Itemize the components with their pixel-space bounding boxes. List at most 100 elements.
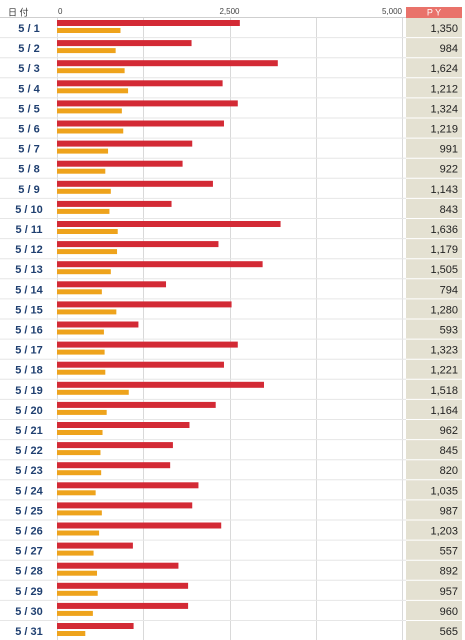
- bar-primary: [57, 200, 172, 207]
- value-label: 557: [440, 546, 458, 558]
- date-label: 5 / 21: [15, 425, 43, 437]
- bar-primary: [57, 502, 193, 509]
- value-label: 984: [440, 43, 458, 55]
- bar-secondary: [57, 168, 106, 174]
- date-label: 5 / 12: [15, 244, 43, 256]
- date-label: 5 / 10: [15, 204, 43, 216]
- bar-secondary: [57, 430, 103, 435]
- value-label: 1,518: [430, 385, 458, 397]
- bar-secondary: [57, 28, 121, 33]
- date-label: 5 / 7: [18, 144, 39, 156]
- value-column-header: [406, 7, 462, 18]
- value-label: 1,143: [430, 184, 458, 196]
- value-label: 565: [440, 626, 458, 638]
- value-label: 892: [440, 566, 458, 578]
- value-label: 922: [440, 164, 458, 176]
- date-label: 5 / 2: [18, 43, 39, 55]
- date-label: 5 / 27: [15, 546, 43, 558]
- bar-secondary: [57, 108, 122, 114]
- value-label: 1,624: [430, 63, 458, 75]
- bar-secondary: [57, 570, 98, 576]
- bar-secondary: [57, 490, 96, 496]
- value-label: 1,219: [430, 124, 458, 136]
- value-label: 820: [440, 465, 458, 477]
- bar-primary: [57, 60, 278, 67]
- date-label: 5 / 22: [15, 445, 43, 457]
- date-label: 5 / 1: [18, 23, 39, 35]
- date-label: 5 / 16: [15, 325, 43, 337]
- bar-secondary: [57, 389, 129, 395]
- date-label: 5 / 20: [15, 405, 43, 417]
- value-label: 957: [440, 586, 458, 598]
- value-label: 987: [440, 505, 458, 517]
- date-label: 5 / 8: [18, 164, 39, 176]
- date-label: 5 / 24: [15, 485, 43, 497]
- bar-primary: [57, 100, 238, 107]
- value-label: 1,636: [430, 224, 458, 236]
- bar-secondary: [57, 329, 104, 335]
- value-label: 1,323: [430, 345, 458, 357]
- value-label: 1,164: [430, 405, 458, 417]
- date-label: 5 / 5: [18, 103, 39, 115]
- value-label: 991: [440, 144, 458, 156]
- bar-primary: [57, 281, 167, 288]
- date-label: 5 / 17: [15, 345, 43, 357]
- bar-primary: [57, 301, 232, 308]
- bar-secondary: [57, 128, 124, 134]
- bar-secondary: [57, 550, 94, 556]
- date-label: 5 / 14: [15, 284, 43, 296]
- chart-rows: 5 / 1 1,350 5 / 2 984 5 / 3 1,624 5 / 4 1,212 5 …: [15, 20, 458, 638]
- bar-primary: [57, 602, 189, 609]
- bar-primary: [57, 180, 213, 187]
- date-label: 5 / 4: [18, 83, 40, 95]
- value-label: 1,324: [430, 103, 458, 115]
- bar-secondary: [57, 249, 118, 255]
- bar-primary: [57, 462, 171, 469]
- value-label: 1,505: [430, 264, 458, 276]
- bar-primary: [57, 40, 192, 47]
- bar-primary: [57, 261, 263, 268]
- value-label: 1,280: [430, 304, 458, 316]
- date-label: 5 / 23: [15, 465, 43, 477]
- bar-secondary: [57, 48, 116, 54]
- date-column-header-label: 日 付: [8, 8, 29, 18]
- bar-primary: [57, 20, 240, 26]
- value-label: 1,179: [430, 244, 458, 256]
- x-tick-label: 2,500: [219, 7, 240, 16]
- bar-secondary: [57, 349, 105, 355]
- bar-primary: [57, 542, 133, 549]
- bar-primary: [57, 381, 264, 388]
- bar-secondary: [57, 510, 102, 516]
- value-label: 794: [440, 284, 458, 296]
- x-axis-ticks: 0 2,500 5,000: [58, 7, 403, 16]
- bar-primary: [57, 140, 193, 147]
- bar-primary: [57, 562, 179, 569]
- bar-secondary: [57, 610, 93, 616]
- date-label: 5 / 29: [15, 586, 43, 598]
- bar-secondary: [57, 208, 110, 214]
- bar-primary: [57, 120, 224, 127]
- date-label: 5 / 3: [18, 63, 39, 75]
- value-label: 843: [440, 204, 458, 216]
- date-label: 5 / 28: [15, 566, 43, 578]
- bar-primary: [57, 482, 199, 489]
- bar-primary: [57, 221, 281, 227]
- date-label: 5 / 30: [15, 606, 43, 618]
- date-label: 5 / 9: [18, 184, 39, 196]
- value-label: 1,221: [430, 365, 458, 377]
- bar-secondary: [57, 229, 118, 234]
- date-label: 5 / 18: [15, 365, 43, 377]
- bar-primary: [57, 160, 183, 167]
- bar-secondary: [57, 309, 117, 315]
- bar-secondary: [57, 289, 102, 295]
- date-label: 5 / 6: [18, 124, 39, 136]
- bar-primary: [57, 341, 238, 348]
- value-column-background: [406, 18, 462, 640]
- bar-secondary: [57, 470, 102, 476]
- value-label: 1,350: [430, 23, 458, 35]
- bar-primary: [57, 361, 224, 368]
- bar-secondary: [57, 590, 98, 596]
- date-label: 5 / 25: [15, 505, 43, 517]
- bar-secondary: [57, 269, 111, 275]
- value-column-header-label: P Y: [427, 8, 441, 18]
